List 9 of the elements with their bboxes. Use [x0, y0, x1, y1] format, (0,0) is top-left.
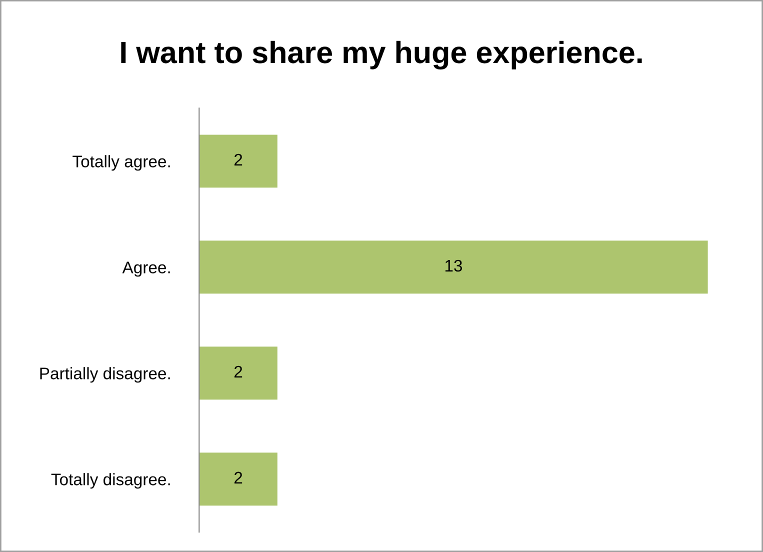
- y-tick-label: Agree.: [122, 262, 170, 277]
- data-label: 2: [234, 366, 242, 378]
- y-tick-label: Partially disagree.: [40, 367, 170, 383]
- data-label: 2: [234, 154, 242, 166]
- data-label: 2: [234, 472, 242, 484]
- y-tick-label: Totally disagree.: [51, 473, 170, 489]
- y-tick-label: Totally agree.: [72, 155, 170, 171]
- data-label: 13: [445, 260, 462, 272]
- chart-title: I want to share my huge experience.: [121, 40, 642, 70]
